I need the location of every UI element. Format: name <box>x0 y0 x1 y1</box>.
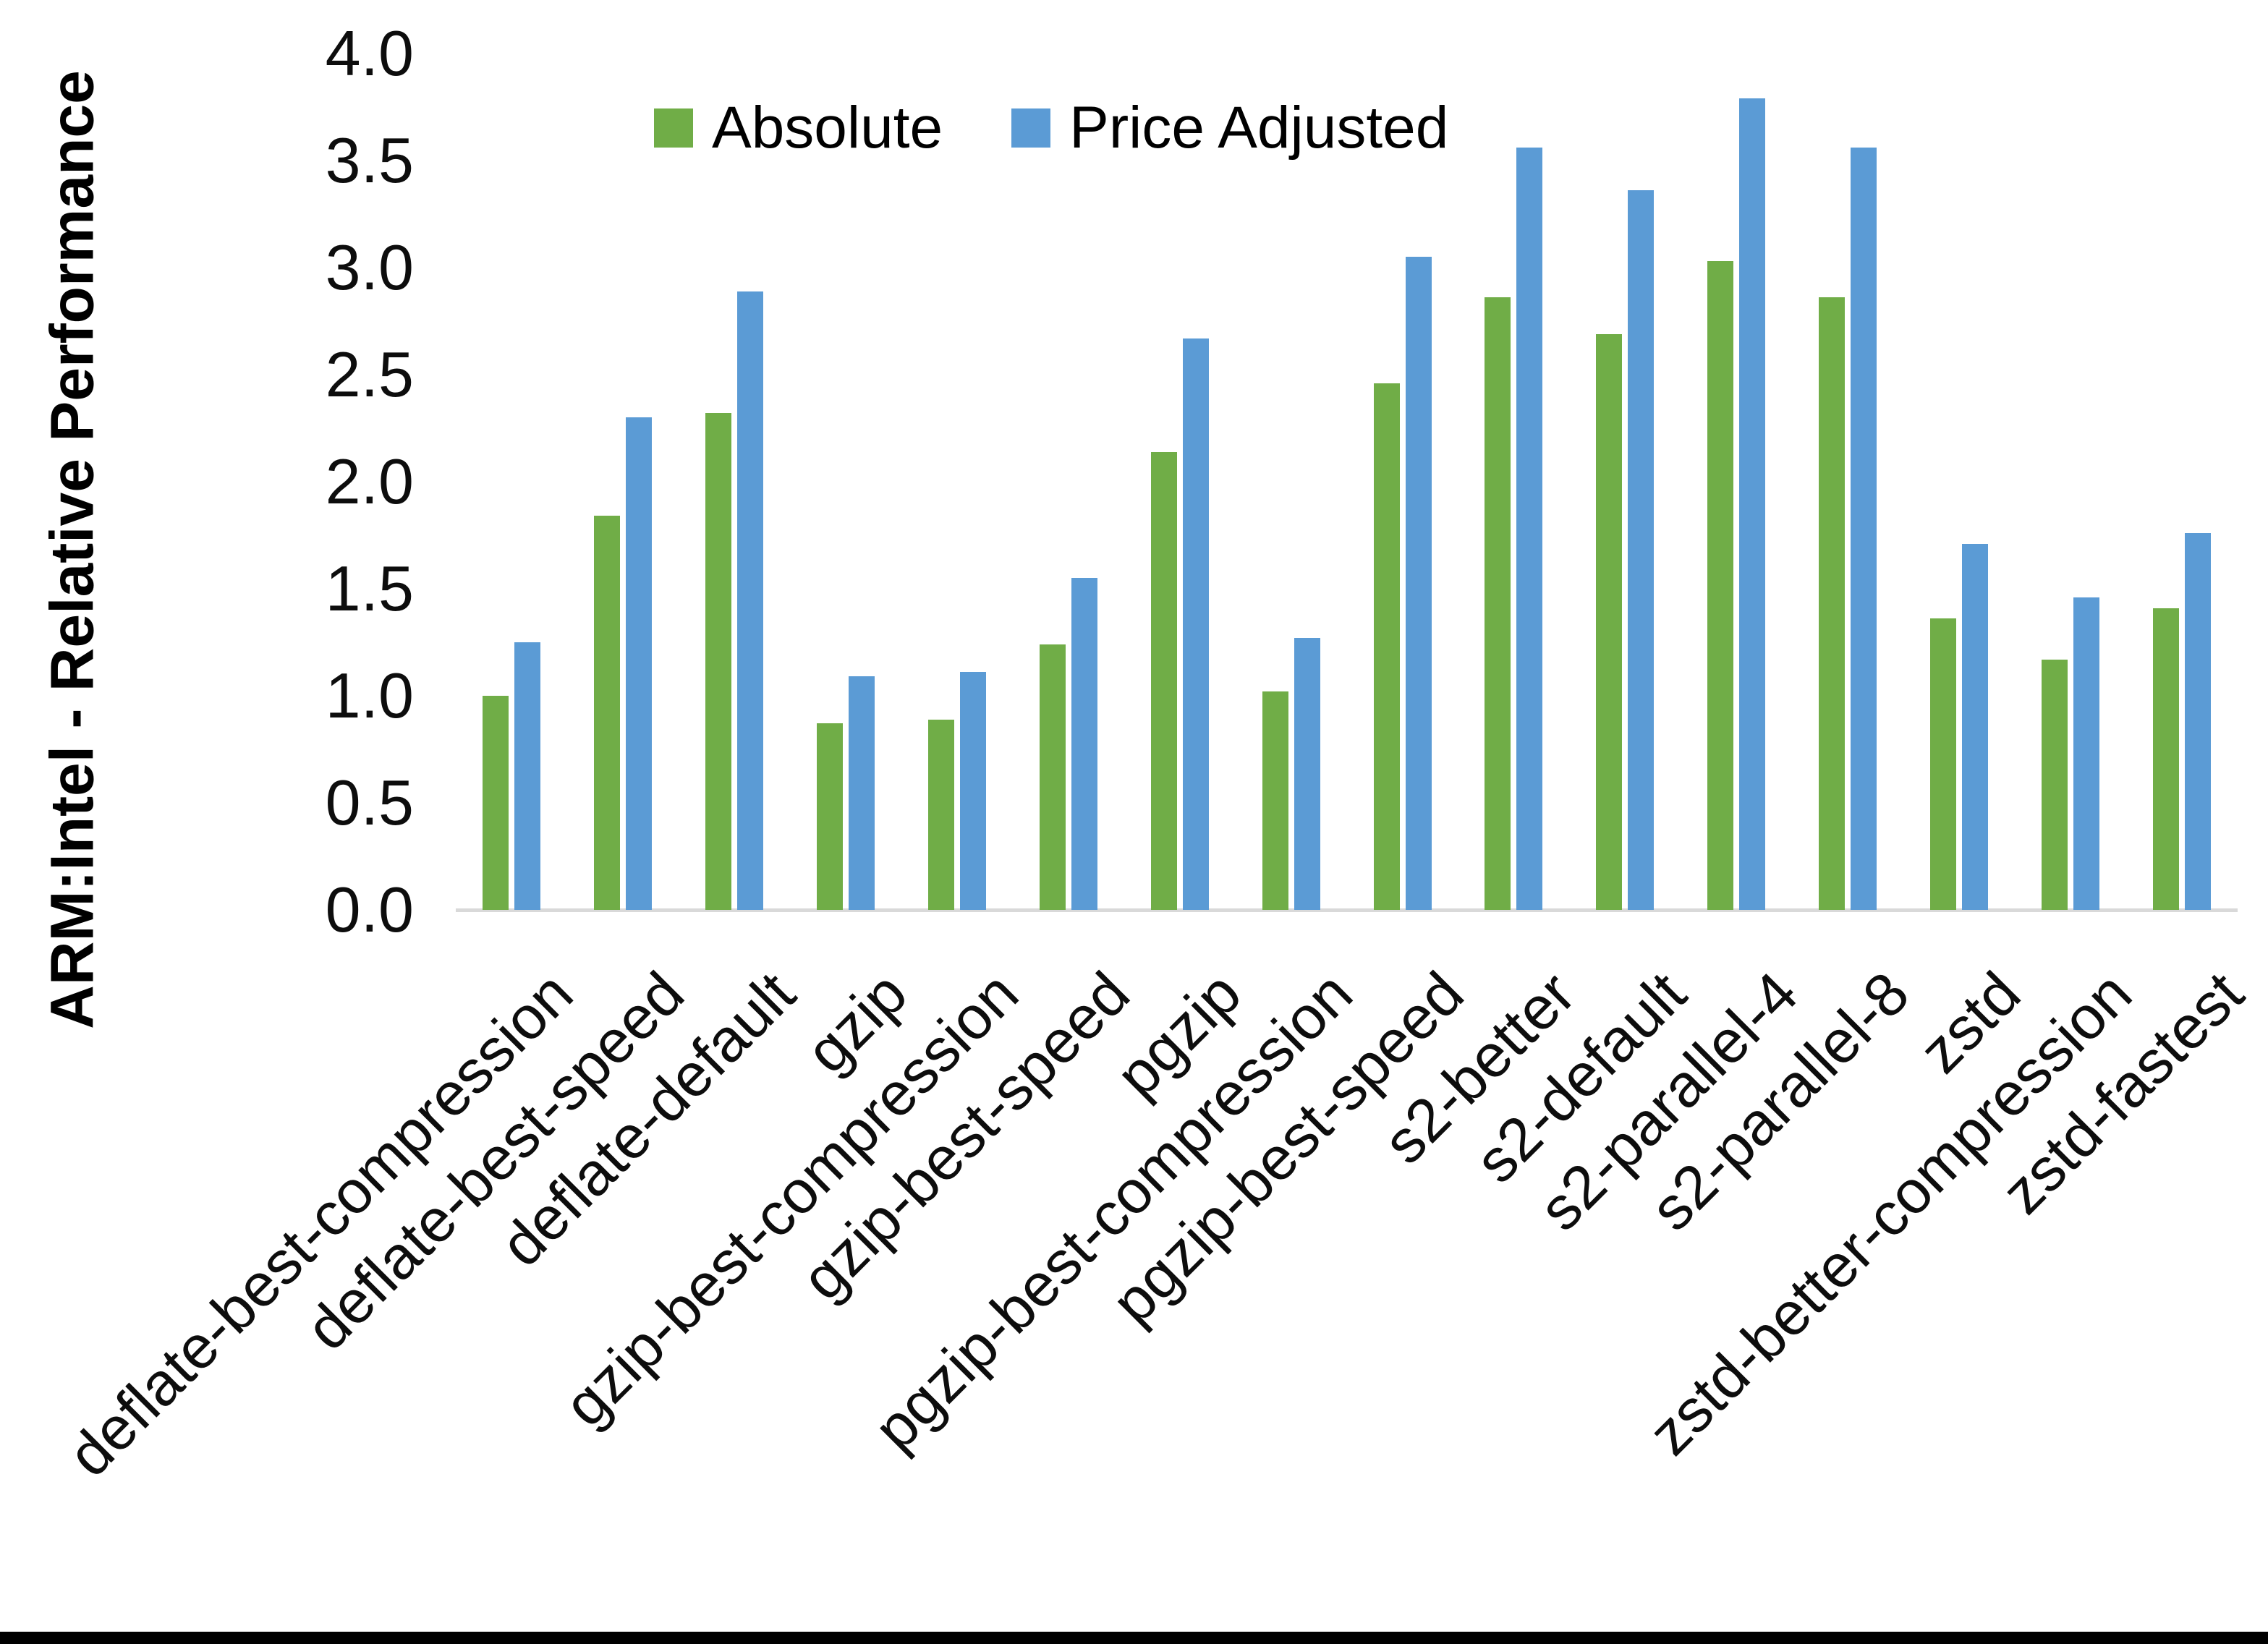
bar-price-adjusted-pgzip-best-speed <box>1405 257 1432 910</box>
x-axis-line <box>456 908 2238 912</box>
legend-swatch-absolute <box>654 108 693 148</box>
bar-price-adjusted-zstd-fastest <box>2185 533 2212 910</box>
bar-price-adjusted-deflate-best-compression <box>514 642 540 910</box>
bar-absolute-pgzip <box>1150 451 1177 910</box>
bar-price-adjusted-s2-better <box>1516 148 1543 910</box>
bar-absolute-zstd-better-compression <box>2042 659 2068 910</box>
legend-item-price-adjusted: Price Adjusted <box>1011 94 1448 162</box>
bar-absolute-s2-parallel-8 <box>1819 297 1846 910</box>
bar-absolute-deflate-default <box>705 413 731 910</box>
bar-absolute-pgzip-best-compression <box>1262 691 1288 910</box>
legend: Absolute Price Adjusted <box>654 94 1448 162</box>
bar-price-adjusted-pgzip <box>1182 338 1209 910</box>
y-axis-tick-label: 0.0 <box>325 874 414 945</box>
bar-price-adjusted-gzip-best-speed <box>1071 578 1097 910</box>
y-axis-tick-label: 1.5 <box>325 553 414 624</box>
legend-label-price-adjusted: Price Adjusted <box>1069 95 1449 161</box>
y-axis-tick-label: 4.0 <box>325 17 414 89</box>
bar-absolute-deflate-best-compression <box>483 696 509 910</box>
bar-absolute-zstd-fastest <box>2153 608 2180 910</box>
legend-item-absolute: Absolute <box>654 94 943 162</box>
bar-absolute-gzip <box>816 723 843 910</box>
bar-absolute-s2-better <box>1485 297 1511 910</box>
y-axis-tick-label: 3.5 <box>325 124 414 196</box>
bar-price-adjusted-s2-parallel-8 <box>1851 148 1877 910</box>
bar-price-adjusted-s2-parallel-4 <box>1739 98 1766 910</box>
y-axis-tick-label: 2.0 <box>325 446 414 517</box>
bar-price-adjusted-zstd-better-compression <box>2073 597 2100 910</box>
bar-absolute-s2-parallel-4 <box>1707 261 1734 910</box>
bar-absolute-pgzip-best-speed <box>1373 383 1400 910</box>
bar-absolute-gzip-best-compression <box>927 719 954 910</box>
bottom-border <box>0 1632 2268 1644</box>
y-axis-tick-label: 3.0 <box>325 231 414 303</box>
y-axis-tick-label: 1.0 <box>325 660 414 731</box>
bar-absolute-zstd <box>1930 618 1957 910</box>
bar-absolute-s2-default <box>1596 333 1623 910</box>
bar-price-adjusted-deflate-best-speed <box>625 417 652 910</box>
y-axis-tick-label: 2.5 <box>325 338 414 410</box>
bar-absolute-gzip-best-speed <box>1039 644 1066 910</box>
bar-price-adjusted-gzip <box>848 676 875 910</box>
bar-price-adjusted-zstd <box>1962 543 1989 910</box>
bar-price-adjusted-pgzip-best-compression <box>1294 638 1320 910</box>
bar-price-adjusted-gzip-best-compression <box>959 672 986 910</box>
bar-absolute-deflate-best-speed <box>593 516 620 910</box>
bar-price-adjusted-deflate-default <box>736 291 763 910</box>
y-axis-tick-label: 0.5 <box>325 767 414 838</box>
legend-swatch-price-adjusted <box>1011 108 1051 148</box>
legend-label-absolute: Absolute <box>712 95 943 161</box>
bar-price-adjusted-s2-default <box>1628 190 1655 910</box>
y-axis-title: ARM:Intel - Relative Performance <box>38 70 106 1029</box>
